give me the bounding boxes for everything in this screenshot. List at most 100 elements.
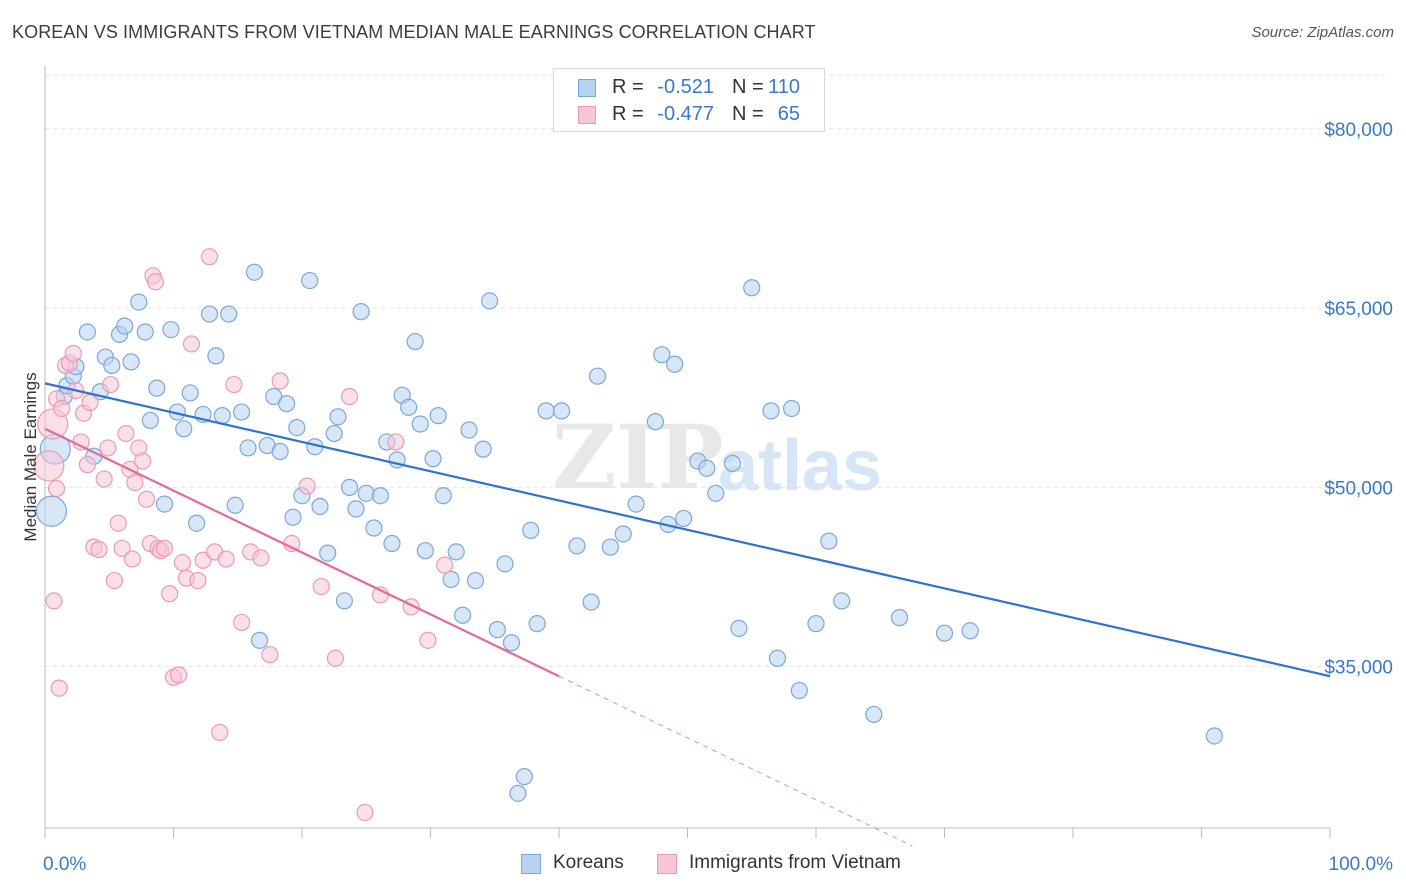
vietnam-point [173,554,192,572]
vietnam-point [161,585,179,603]
y-tick-label: $50,000 [1324,478,1393,499]
r-value: -0.477 [657,103,714,125]
koreans-point [411,415,429,433]
koreans-point [454,606,472,624]
koreans-point [833,592,851,610]
vietnam-point [200,248,219,266]
koreans-point [723,454,742,473]
r-label: R = [612,76,644,98]
y-tick-label: $65,000 [1324,299,1393,320]
vietnam-point [90,540,108,559]
vietnam-point [312,577,330,596]
koreans-point [782,399,801,418]
vietnam-points [33,248,454,822]
koreans-point [698,459,716,477]
koreans-point [528,615,546,633]
vietnam-point [194,551,212,569]
koreans-point [762,402,780,420]
koreans-point [935,624,954,642]
x-tick-label-min: 0.0% [43,854,86,875]
koreans-point [743,279,761,297]
koreans-point [552,402,571,420]
koreans-point [175,420,193,438]
koreans-point [646,413,664,431]
koreans-point [488,620,506,639]
koreans-point [614,525,632,543]
koreans-point [496,555,514,573]
correlation-legend: R = -0.521 N = 110 R = -0.477 N = 65 [553,68,825,132]
koreans-point [35,495,68,527]
koreans-point [582,593,600,611]
vietnam-point [211,723,229,741]
koreans-legend-label: Koreans [553,852,624,873]
koreans-point [284,508,302,526]
trend-lines [44,382,1331,847]
koreans-point [1205,727,1223,745]
n-value: 65 [777,103,800,125]
koreans-point [329,408,347,426]
vietnam-point [298,477,316,495]
koreans-point [601,538,620,556]
koreans-point [141,411,159,430]
vietnam-point [113,539,131,557]
vietnam-point [271,372,289,390]
koreans-point [220,305,238,323]
vietnam-point [50,679,68,697]
vietnam-point [182,335,201,353]
vietnam-point [419,631,437,649]
koreans-point [357,484,375,502]
koreans-point [325,424,343,443]
koreans-point [181,384,199,402]
y-tick-label: $80,000 [1324,120,1393,141]
koreans-trend-line [44,382,1331,678]
koreans-point [447,543,465,561]
watermark: ZIP atlas [552,405,882,509]
koreans-point [865,705,883,724]
koreans-point [352,303,370,321]
koreans-point [245,263,264,281]
vietnam-point [356,803,374,822]
vietnam-point [146,273,165,291]
koreans-point [807,615,825,633]
koreans-point [400,398,418,416]
koreans-point [790,681,808,700]
vietnam-swatch [578,106,596,124]
source-credit: Source: ZipAtlas.com [1251,24,1394,41]
vietnam-point [123,550,141,568]
koreans-point [162,320,180,339]
koreans-point [188,514,206,532]
koreans-point [588,367,607,385]
vietnam-point [189,571,207,590]
koreans-point [271,442,289,461]
koreans-point [820,532,838,550]
koreans-point [568,537,586,555]
koreans-points [35,263,1223,802]
vietnam-point [155,539,174,557]
koreans-point [213,407,231,425]
koreans-point [961,622,979,640]
koreans-point [666,355,684,373]
koreans-point [136,323,154,341]
vietnam-point [33,450,65,482]
koreans-point [311,497,329,516]
vietnam-point [45,592,63,610]
vietnam-point [387,433,405,451]
koreans-point [250,631,269,649]
chart-title: KOREAN VS IMMIGRANTS FROM VIETNAM MEDIAN… [12,22,816,42]
koreans-point [371,487,389,505]
vietnam-point [81,393,99,412]
vietnam-point [47,479,66,498]
koreans-point [335,592,354,610]
koreans-point [122,353,140,371]
koreans-point [155,495,174,513]
koreans-point [707,484,725,502]
vietnam-legend-label: Immigrants from Vietnam [689,852,901,873]
vietnam-point [137,490,156,508]
n-value: 110 [768,76,800,98]
series-legend: Koreans Immigrants from Vietnam [0,852,1406,882]
koreans-point [301,271,319,290]
koreans-point [288,418,306,437]
koreans-point [347,500,365,518]
vietnam-point [72,433,90,451]
